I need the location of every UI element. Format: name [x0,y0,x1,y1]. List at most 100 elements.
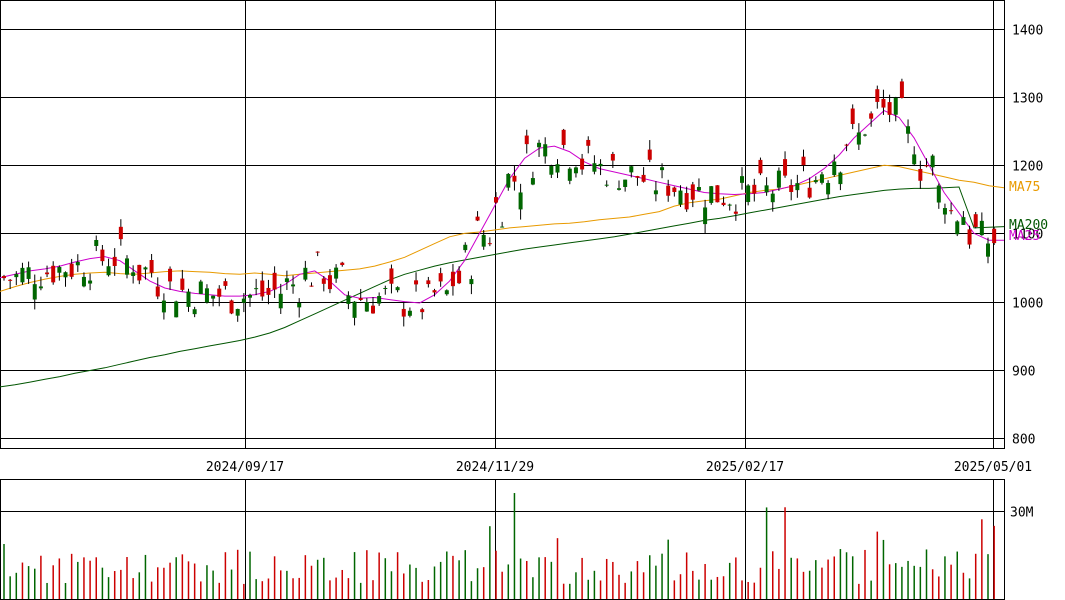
candle-body [377,296,382,304]
candle-body [309,285,314,287]
candle-body [690,184,695,200]
candle-body [653,190,658,195]
candle-body [364,302,369,312]
ma-line-ma25 [0,110,1004,304]
candle-body [254,288,259,290]
candle-body [180,278,185,290]
candle-body [426,280,431,285]
candle-body [38,286,43,289]
price-tick-label: 1100 [1012,228,1043,243]
volume-axis: 30M [1010,506,1034,521]
candle-body [727,204,732,206]
candle-body [856,132,861,145]
candle-body [869,113,874,119]
candle-body [512,175,517,182]
candle-body [352,301,357,318]
candle-body [327,275,332,290]
candle-body [315,251,320,253]
candle-body [395,287,400,291]
price-grid [0,0,1004,448]
candle-body [303,267,308,280]
candle-body [438,273,443,282]
ma-legend-ma25: MA25 [1009,229,1040,244]
candle-body [20,267,25,283]
candle-body [635,176,640,178]
candle-body [223,281,228,286]
candle-body [524,135,529,145]
candle-body [555,164,560,173]
candle-body [63,272,68,278]
price-tick-label: 1400 [1012,24,1043,39]
candle-body [801,156,806,166]
candle-body [696,187,701,191]
ma-line-ma200 [0,186,1005,388]
candle-body [371,305,375,314]
candle-body [967,229,972,245]
candle-body [549,166,554,175]
candle-body [450,271,455,287]
candle-body [463,244,468,251]
price-tick-label: 1300 [1012,92,1043,107]
candle-body [457,270,462,284]
candle-body [986,243,990,257]
candle-body [961,217,966,225]
candle-body [143,267,148,270]
candle-body [8,279,13,281]
candle-body [610,153,615,161]
candle-body [278,293,283,309]
candle-body [629,166,634,173]
candle-body [174,301,179,318]
candle-body [407,310,412,316]
candle-body [88,280,93,284]
candle-body [826,182,831,195]
candle-body [918,169,923,181]
candle-body [949,210,954,212]
candle-body [660,167,665,171]
candle-body [137,264,142,281]
candle-body [764,185,769,193]
candle-body [955,221,960,235]
candle-body [592,163,597,172]
candle-body [881,98,886,108]
candle-body [586,139,591,146]
candle-body [248,294,252,298]
candle-body [168,268,173,282]
candle-body [186,291,191,307]
candle-body [783,159,788,176]
candle-body [672,187,677,193]
candle-body [2,276,6,279]
candle-body [942,208,947,215]
candle-body [481,234,486,247]
candle-body [321,278,326,284]
candle-body [776,170,781,188]
candle-body [340,262,345,266]
candle-body [506,173,511,188]
moving-average-lines [0,110,1005,388]
candle-body [863,134,867,136]
candle-body [149,260,154,273]
candle-body [284,278,289,283]
candle-body [494,197,498,203]
candle-body [530,178,535,185]
candle-body [906,126,911,134]
candle-body [94,240,99,246]
candle-body [155,286,160,297]
candle-body [721,202,726,206]
price-tick-label: 1000 [1012,297,1043,312]
candle-body [623,179,628,187]
candle-body [733,211,738,214]
candle-body [641,174,646,182]
candle-body [211,295,216,299]
candle-body [893,97,898,115]
candle-body [297,302,302,308]
candle-body [740,176,744,183]
candle-body [500,226,505,228]
candle-body [198,281,203,294]
candle-body [813,180,818,183]
candle-body [770,193,775,203]
candle-body [973,214,978,227]
candle-body [819,174,824,183]
candle-body [125,258,129,275]
candle-body [518,192,523,210]
